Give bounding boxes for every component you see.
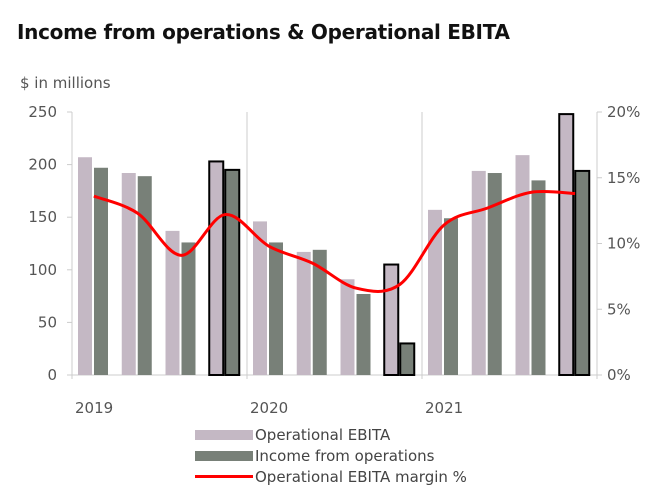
ebita-bar: [471, 170, 486, 375]
x-year-label: 2020: [250, 399, 288, 417]
ebita-bar: [558, 113, 575, 376]
y-tick-label: 150: [28, 208, 57, 226]
y-tick-label: 50: [38, 313, 57, 331]
ebita-bar: [165, 230, 180, 375]
ebita-bar: [121, 173, 136, 375]
y2-tick-label: 5%: [607, 300, 631, 318]
y2-tick-label: 20%: [607, 103, 640, 121]
income-bar: [224, 168, 241, 376]
legend-item-income: Income from operations: [195, 445, 467, 466]
x-year-label: 2021: [425, 399, 463, 417]
legend-swatch-margin: [195, 475, 253, 478]
margin-line: [93, 189, 576, 293]
income-bar: [444, 218, 458, 375]
legend-label: Operational EBITA margin %: [255, 467, 467, 486]
y-tick-label: 100: [28, 261, 57, 279]
y2-tick-label: 0%: [607, 366, 631, 384]
x-year-label: 2019: [75, 399, 113, 417]
income-bar: [399, 342, 416, 377]
legend: Operational EBITA Income from operations…: [195, 424, 467, 487]
income-bar: [574, 169, 591, 376]
y2-tick-label: 15%: [607, 169, 640, 187]
ebita-bar: [253, 221, 267, 375]
income-bar: [312, 249, 327, 375]
y-axis-label: $ in millions: [20, 74, 111, 92]
y-tick-label: 200: [28, 156, 57, 174]
legend-swatch-ebita: [195, 429, 253, 440]
y-tick-label: 250: [28, 103, 57, 121]
ebita-bar: [515, 155, 530, 375]
ebita-bar: [383, 263, 400, 377]
ebita-bar: [340, 279, 355, 375]
y2-tick-label: 10%: [607, 235, 640, 253]
income-bar: [356, 293, 371, 375]
income-bar: [487, 173, 502, 375]
income-bar: [269, 242, 283, 375]
income-bar: [531, 180, 546, 375]
ebita-bar: [208, 160, 225, 376]
income-bar: [181, 242, 196, 375]
legend-label: Operational EBITA: [255, 425, 391, 444]
legend-item-ebita: Operational EBITA: [195, 424, 467, 445]
legend-item-margin: Operational EBITA margin %: [195, 466, 467, 487]
legend-label: Income from operations: [255, 446, 435, 465]
legend-swatch-income: [195, 450, 253, 461]
y-tick-label: 0: [47, 366, 57, 384]
ebita-bar: [296, 251, 311, 375]
ebita-bar: [78, 157, 92, 375]
ebita-bar: [428, 209, 442, 375]
income-bar: [137, 176, 152, 375]
chart-title: Income from operations & Operational EBI…: [17, 20, 510, 44]
income-bar: [94, 167, 108, 375]
